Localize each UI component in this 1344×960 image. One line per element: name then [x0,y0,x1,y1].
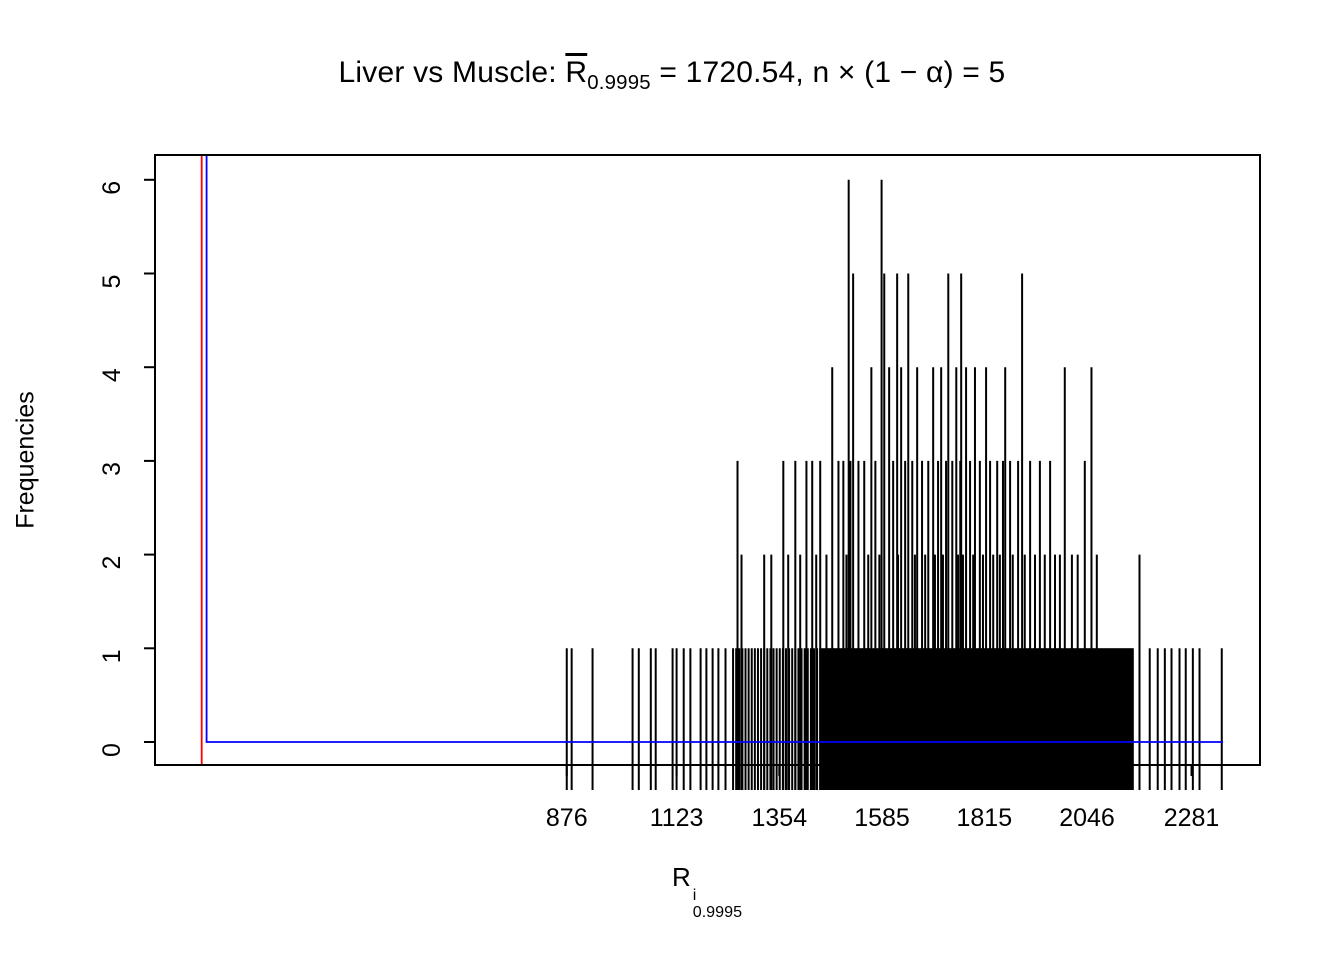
svg-text:5: 5 [98,275,126,289]
svg-text:3: 3 [98,462,126,476]
svg-text:0: 0 [98,743,126,757]
svg-text:2046: 2046 [1059,804,1115,832]
svg-text:6: 6 [98,181,126,195]
svg-text:1123: 1123 [650,804,704,832]
y-axis-ticks [144,178,155,743]
blue-reference-line [205,156,1224,743]
spikes [565,179,1223,790]
svg-text:1: 1 [98,649,126,663]
x-label-subscript: 0.9995 [692,902,743,921]
svg-text:1585: 1585 [854,804,910,832]
x-label-base: R [671,862,691,892]
chart-title: Liver vs Muscle: R0.9995 = 1720.54, n × … [0,56,1344,95]
y-tick-labels: 0 1 2 3 4 5 6 [98,181,126,757]
title-r-subscript: 0.9995 [587,72,651,94]
title-prefix: Liver vs Muscle: [338,56,566,89]
x-label-supsub: i 0.9995 [693,887,742,921]
svg-text:2281: 2281 [1164,804,1220,832]
x-axis-ticks [565,765,1193,776]
title-r-overline: R [565,56,588,89]
x-label-superscript: i [692,886,697,904]
svg-text:2: 2 [98,556,126,570]
svg-text:876: 876 [546,804,588,832]
title-after-r: = 1720.54, n × (1 − α) = 5 [650,56,1006,89]
svg-text:1354: 1354 [752,804,808,832]
svg-text:1815: 1815 [956,804,1012,832]
x-tick-labels: 876 1123 1354 1585 1815 2046 2281 [546,804,1219,832]
svg-text:4: 4 [98,368,126,382]
